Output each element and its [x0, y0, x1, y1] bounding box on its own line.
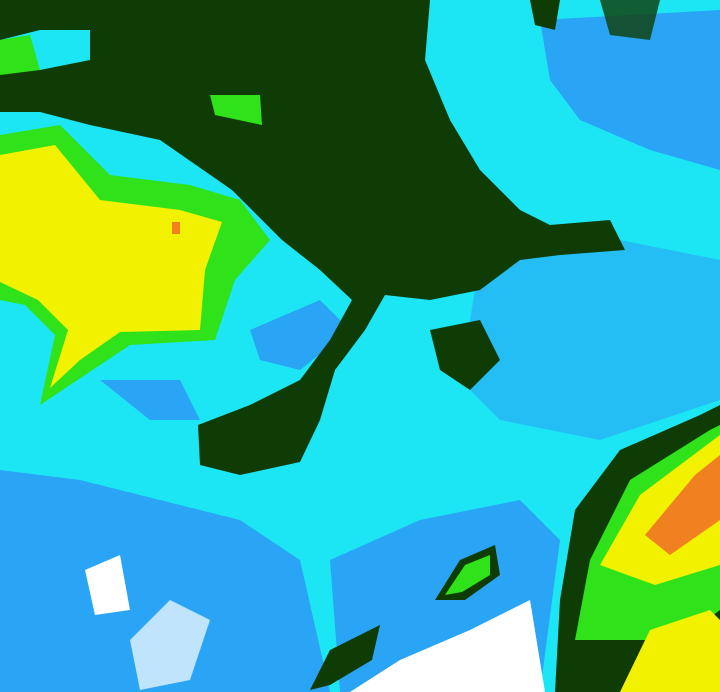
white-patch	[85, 555, 130, 615]
yellow-region	[600, 435, 720, 585]
dark-green-region	[310, 625, 380, 690]
dark-green-region	[600, 0, 660, 40]
light-blue-patch	[250, 300, 350, 370]
light-blue-patch	[100, 380, 200, 420]
light-blue-patch	[0, 470, 330, 692]
green-region	[210, 95, 262, 125]
dark-green-region	[430, 320, 500, 390]
light-blue-patch	[460, 240, 720, 440]
green-region	[0, 35, 40, 75]
orange-region	[645, 455, 720, 555]
yellow-region	[0, 145, 222, 388]
yellow-region	[620, 610, 720, 692]
dark-green-region	[0, 0, 110, 40]
dark-green-region	[530, 0, 560, 30]
white-patch	[350, 600, 545, 692]
orange-spot	[172, 222, 180, 234]
white-patch	[130, 600, 210, 690]
green-region	[445, 555, 490, 595]
dark-green-region	[0, 0, 625, 475]
light-blue-patch	[540, 10, 720, 170]
